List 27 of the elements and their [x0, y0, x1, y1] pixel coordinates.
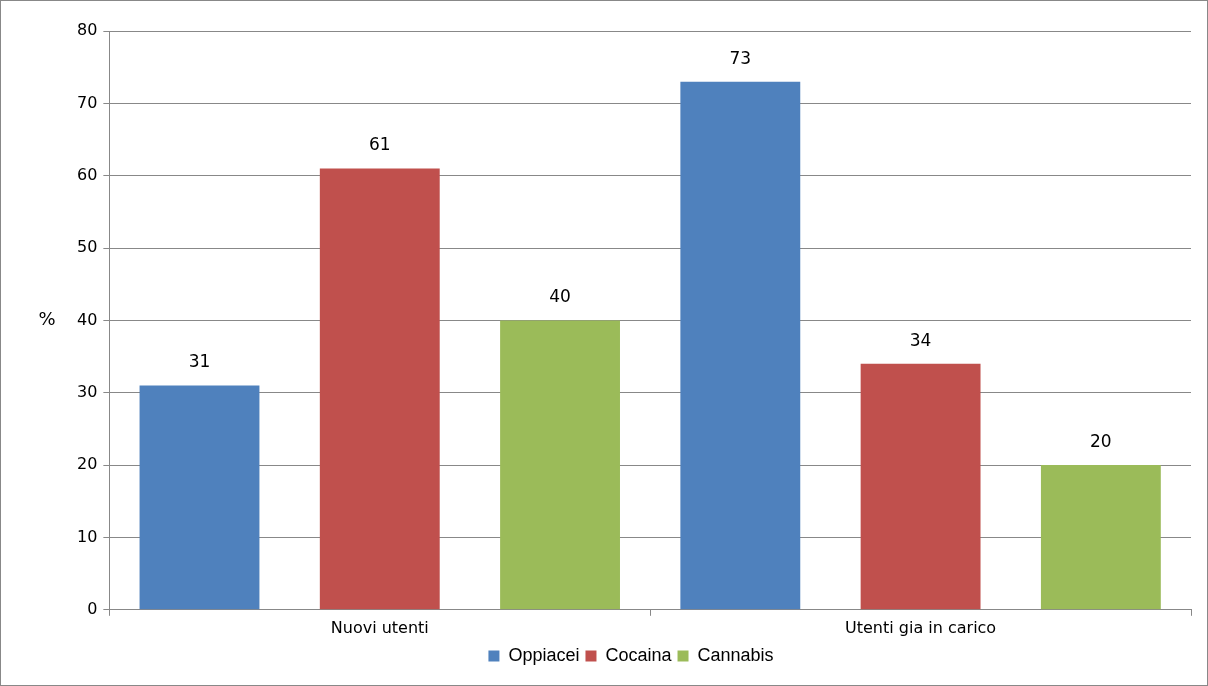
bar: [139, 385, 260, 610]
y-tick-label: 60: [77, 164, 98, 184]
data-label: 31: [188, 351, 211, 372]
y-tick-label: 80: [77, 20, 98, 40]
y-tick-label: 40: [77, 309, 98, 329]
data-label: 40: [549, 286, 571, 307]
bar: [1040, 465, 1161, 610]
legend-label: Cocaina: [605, 644, 673, 665]
bar: [500, 320, 620, 610]
x-tick-label: Nuovi utenti: [330, 617, 429, 637]
data-label: 73: [729, 47, 752, 68]
bar: [860, 363, 981, 610]
legend-label: Oppiacei: [508, 644, 580, 665]
data-label: 34: [909, 329, 932, 350]
legend-label: Cannabis: [697, 644, 774, 665]
data-label: 61: [368, 134, 391, 155]
y-tick-label: 20: [77, 454, 98, 474]
y-tick-label: 30: [77, 381, 98, 401]
y-tick-label: 50: [77, 237, 98, 257]
y-tick-label: 0: [87, 598, 98, 618]
y-tick-label: 10: [77, 526, 98, 546]
x-tick-label: Utenti gia in carico: [845, 617, 997, 637]
y-axis-title: %: [38, 308, 56, 330]
bar: [319, 168, 440, 610]
bar: [680, 81, 801, 610]
y-tick-label: 70: [77, 92, 98, 112]
data-label: 20: [1090, 431, 1112, 452]
